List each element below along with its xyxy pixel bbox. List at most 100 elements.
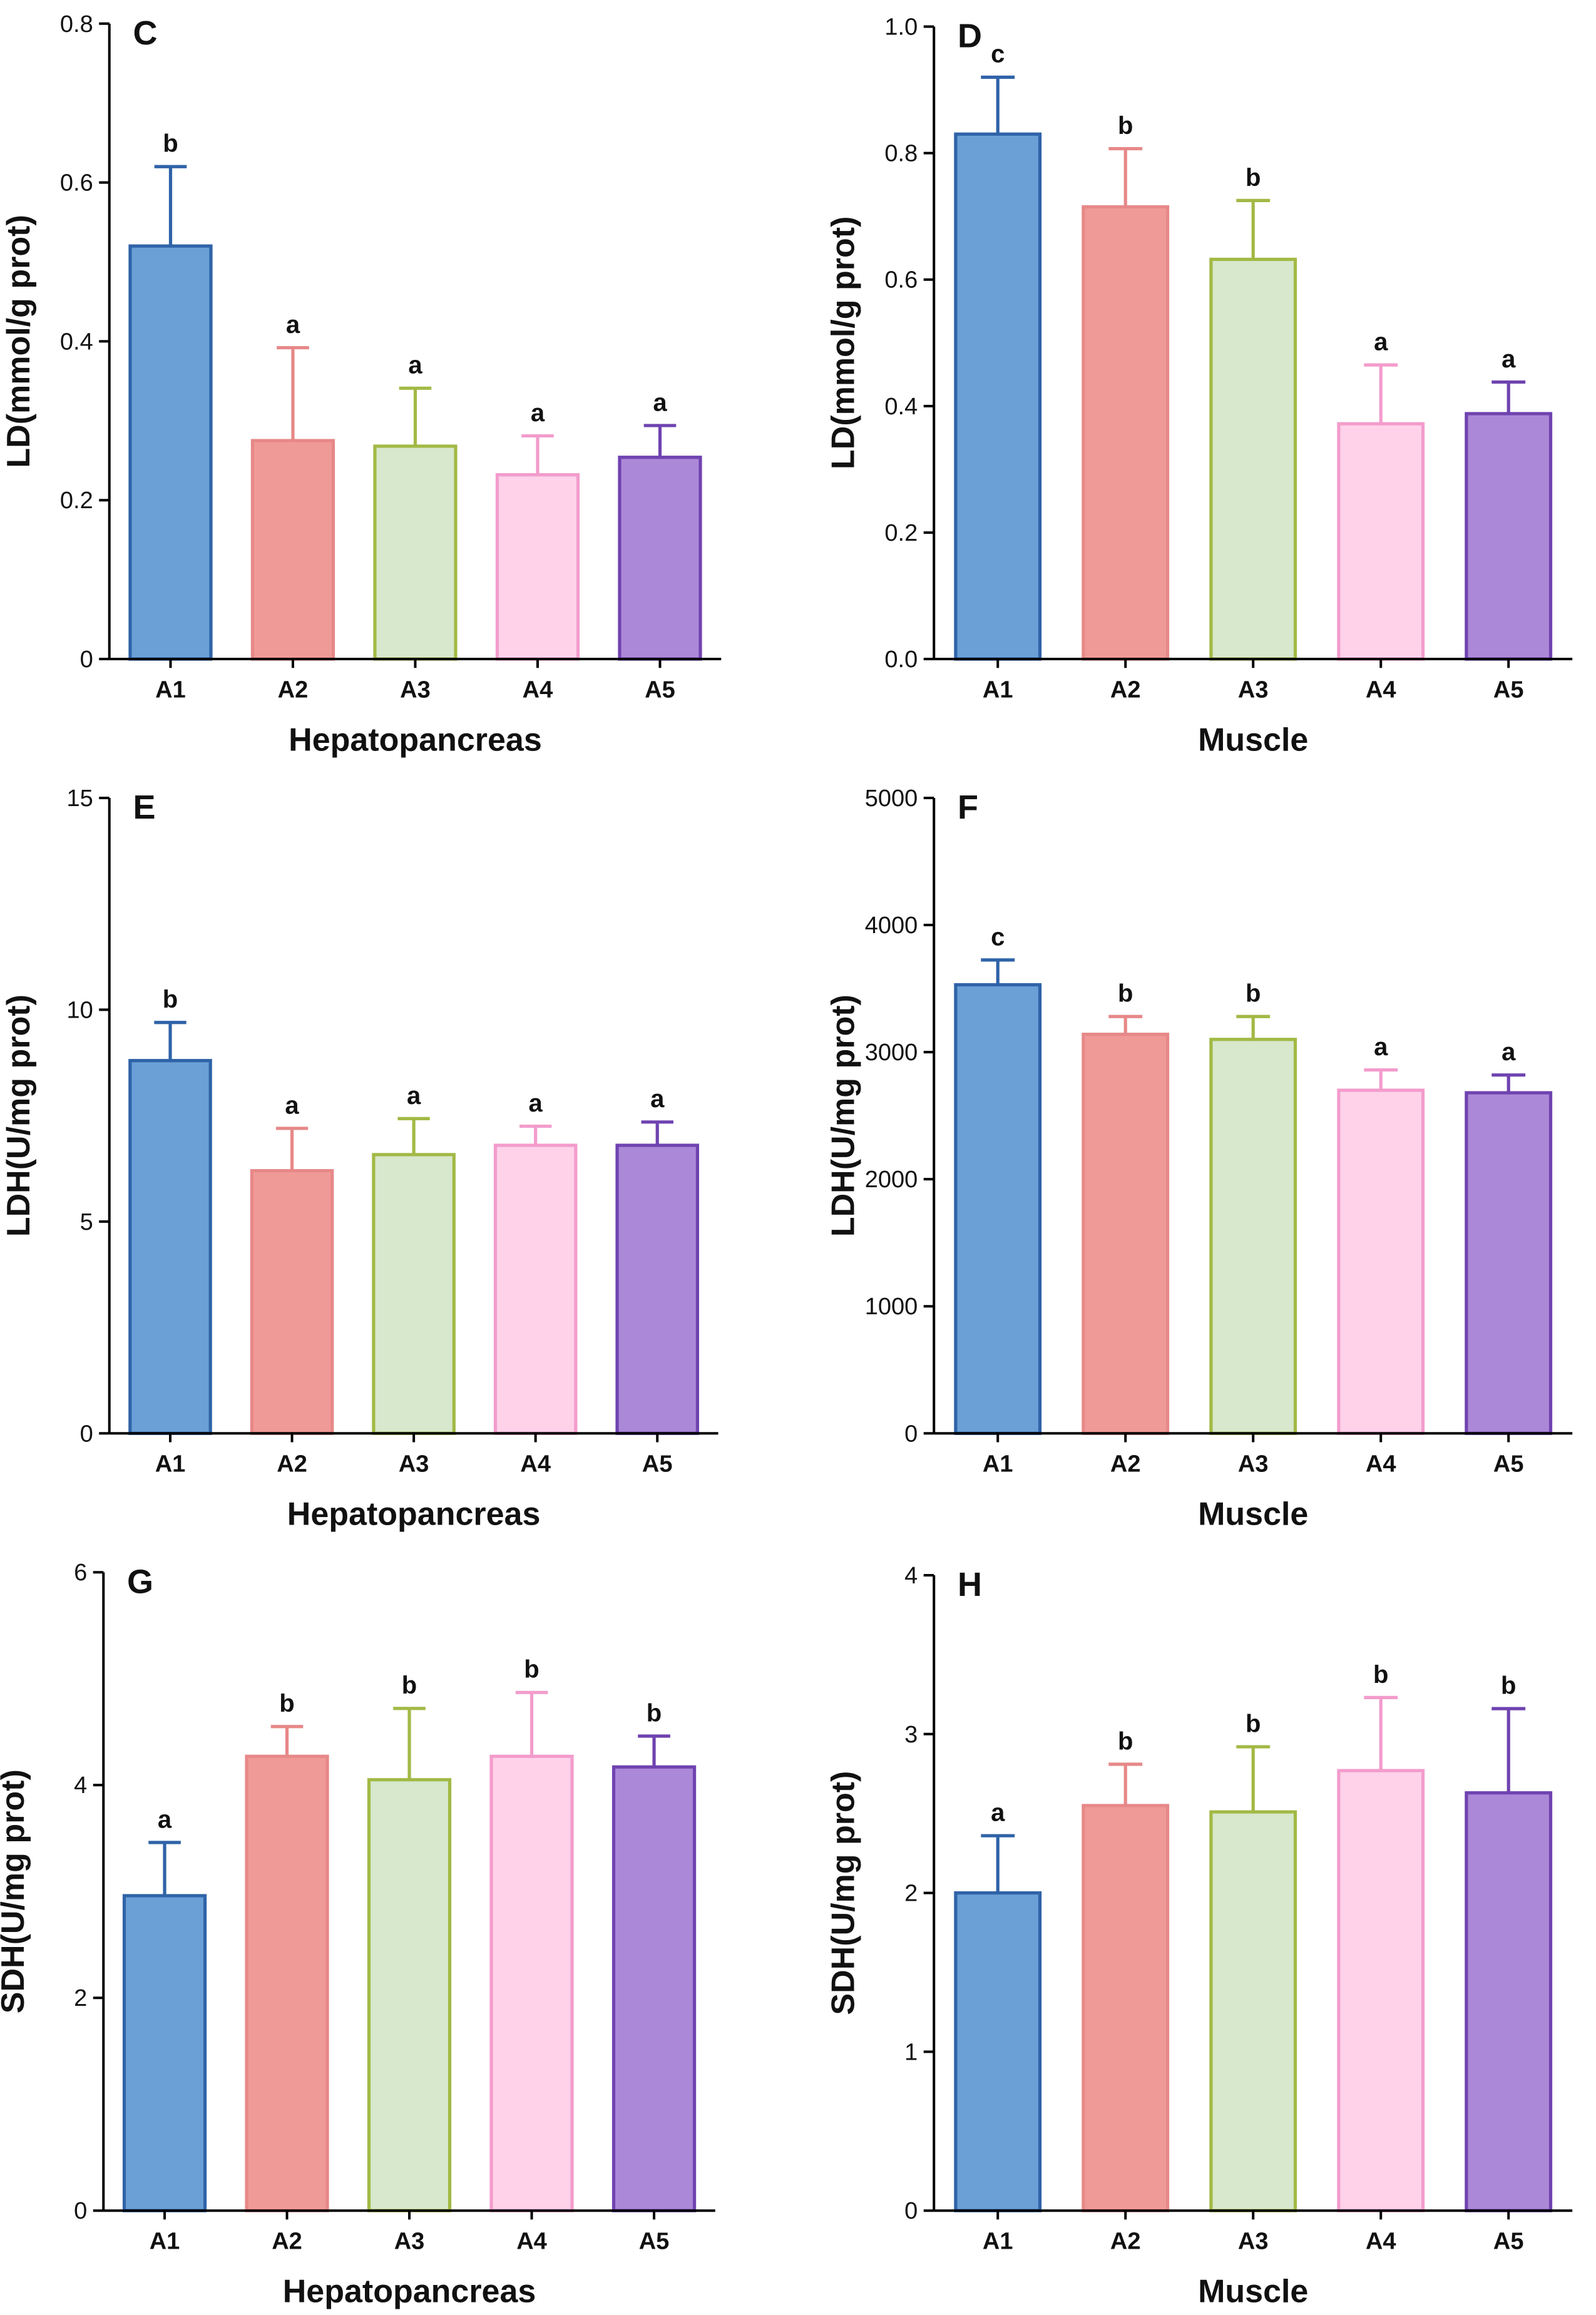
bar <box>128 1059 212 1435</box>
x-tick-label: A2 <box>278 677 309 703</box>
significance-label: a <box>285 1091 299 1119</box>
y-tick-label: 0 <box>80 1421 93 1447</box>
bar <box>493 1143 578 1435</box>
y-tick-label: 2000 <box>865 1167 918 1193</box>
significance-label: c <box>991 41 1005 68</box>
y-tick-label: 4 <box>904 1563 918 1589</box>
y-tick-label: 15 <box>66 785 93 812</box>
significance-label: b <box>1501 1672 1516 1700</box>
y-tick-label: 1 <box>904 2039 918 2065</box>
panel-letter: G <box>127 1563 153 1600</box>
x-tick-label: A5 <box>645 677 675 703</box>
bar <box>1082 1033 1170 1435</box>
x-tick-label: A4 <box>520 1451 551 1478</box>
x-tick-label: A2 <box>1110 677 1141 703</box>
significance-label: b <box>163 986 178 1013</box>
y-axis-title: LDH(U/mg prot) <box>1 994 37 1237</box>
y-tick-label: 0.6 <box>884 267 918 294</box>
significance-label: a <box>408 352 422 379</box>
x-tick-label: A5 <box>1493 2229 1524 2255</box>
significance-label: a <box>1501 345 1516 373</box>
x-tick-label: A5 <box>642 1451 673 1478</box>
bar <box>1337 422 1425 661</box>
bar <box>954 132 1042 661</box>
bar <box>1337 1088 1425 1435</box>
significance-label: b <box>1246 164 1261 192</box>
x-tick-label: A2 <box>1110 1451 1141 1478</box>
x-axis-title: Hepatopancreas <box>283 2274 536 2310</box>
y-tick-label: 6 <box>74 1560 87 1586</box>
y-tick-label: 1.0 <box>884 14 918 40</box>
significance-label: a <box>158 1806 172 1833</box>
bar <box>128 244 213 661</box>
panel-letter: F <box>958 789 978 826</box>
x-tick-label: A4 <box>516 2229 547 2255</box>
chart-panel-g: a A1 b A2 b A3 b A4 b A5 0 2 4 6 G Hepatopancreas SDH(U/… <box>0 1560 715 2310</box>
bar <box>1209 257 1297 661</box>
significance-label: a <box>991 1799 1005 1827</box>
y-tick-label: 5 <box>80 1209 93 1235</box>
significance-label: b <box>1118 980 1133 1008</box>
x-axis-title: Muscle <box>1198 1496 1308 1533</box>
bar <box>1465 1791 1553 2212</box>
significance-label: b <box>524 1656 539 1684</box>
y-tick-label: 0 <box>904 1421 918 1447</box>
x-axis-title: Hepatopancreas <box>287 1496 541 1533</box>
x-tick-label: A3 <box>1238 677 1269 703</box>
y-tick-label: 0.8 <box>60 11 93 38</box>
x-axis-title: Muscle <box>1198 722 1308 758</box>
bar <box>954 1891 1042 2212</box>
x-tick-label: A3 <box>394 2229 425 2255</box>
x-tick-label: A1 <box>983 1451 1013 1478</box>
y-tick-label: 0 <box>74 2198 87 2224</box>
panel-letter: D <box>958 18 982 55</box>
bar <box>615 1143 700 1435</box>
y-tick-label: 2 <box>74 1985 87 2011</box>
y-tick-label: 4 <box>74 1772 87 1799</box>
significance-label: a <box>531 399 545 427</box>
bar <box>495 473 580 661</box>
x-tick-label: A2 <box>277 1451 307 1478</box>
y-axis-title: LDH(U/mg prot) <box>826 994 862 1237</box>
bar <box>1209 1038 1297 1435</box>
bar <box>372 1153 456 1435</box>
x-tick-label: A4 <box>523 677 553 703</box>
y-tick-label: 0.4 <box>60 329 93 355</box>
y-axis-title: LD(mmol/g prot) <box>826 217 862 469</box>
panel-letter: C <box>133 14 158 52</box>
y-tick-label: 0.4 <box>884 394 918 420</box>
x-tick-label: A4 <box>1366 1451 1396 1478</box>
chart-panel-h: a A1 b A2 b A3 b A4 b A5 0 1 2 3 4 H Muscle SDH(U/mg prot… <box>826 1563 1573 2310</box>
y-axis-title: SDH(U/mg prot) <box>0 1769 31 2013</box>
bar <box>245 1754 329 2212</box>
y-tick-label: 1000 <box>865 1294 918 1320</box>
significance-label: b <box>402 1672 417 1699</box>
significance-label: a <box>1374 329 1388 356</box>
x-tick-label: A5 <box>639 2229 670 2255</box>
y-tick-label: 0 <box>904 2198 918 2224</box>
x-tick-label: A5 <box>1493 1451 1524 1478</box>
panel-letter: H <box>958 1566 982 1603</box>
chart-panel-e: b A1 a A2 a A3 a A4 a A5 0 5 10 15 E Hepatopancreas LDH(… <box>1 785 719 1533</box>
significance-label: a <box>1374 1033 1388 1061</box>
y-tick-label: 0.2 <box>60 488 93 514</box>
bar <box>250 439 335 661</box>
x-tick-label: A3 <box>400 677 431 703</box>
y-tick-label: 4000 <box>865 912 918 939</box>
x-axis-title: Muscle <box>1198 2274 1308 2310</box>
bar <box>611 1765 697 2212</box>
y-tick-label: 10 <box>66 997 93 1023</box>
bar <box>489 1754 574 2212</box>
x-tick-label: A2 <box>1110 2229 1141 2255</box>
bar <box>1465 1091 1553 1435</box>
x-tick-label: A5 <box>1493 677 1524 703</box>
bar <box>1337 1769 1425 2212</box>
x-tick-label: A3 <box>1238 1451 1269 1478</box>
bar <box>1465 412 1553 661</box>
significance-label: b <box>1118 1727 1133 1755</box>
bar <box>954 983 1042 1435</box>
significance-label: a <box>529 1090 543 1117</box>
bar <box>1082 205 1170 661</box>
significance-label: b <box>1118 112 1133 140</box>
bar <box>1082 1804 1170 2212</box>
